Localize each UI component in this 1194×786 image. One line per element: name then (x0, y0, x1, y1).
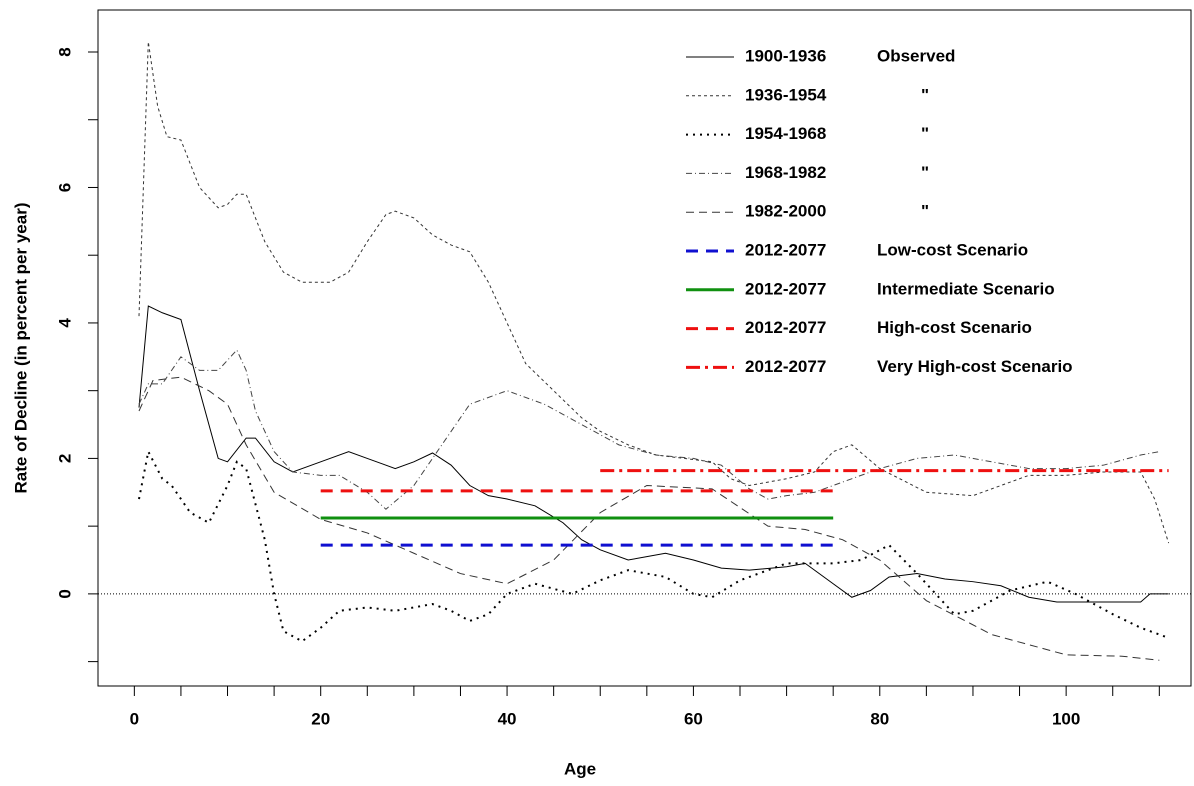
legend-note: Low-cost Scenario (877, 240, 1028, 259)
series-line (138, 448, 1169, 643)
x-tick-label: 40 (498, 709, 517, 728)
legend-note: Observed (877, 46, 955, 65)
series-line (138, 376, 1160, 661)
series-line (138, 349, 1160, 510)
legend-note: High-cost Scenario (877, 318, 1032, 337)
legend-label: 2012-2077 (745, 357, 826, 376)
legend-label: 1936-1954 (745, 85, 827, 104)
y-tick-label: 2 (55, 454, 74, 463)
legend-note: " (921, 163, 929, 182)
x-tick-label: 20 (311, 709, 330, 728)
y-tick-label: 8 (55, 47, 74, 56)
legend-label: 2012-2077 (745, 318, 826, 337)
legend-note: " (921, 85, 929, 104)
legend-note: Very High-cost Scenario (877, 357, 1073, 376)
legend-note: " (921, 202, 929, 221)
y-tick-label: 4 (55, 318, 74, 328)
y-tick-label: 6 (55, 183, 74, 192)
legend-note: " (921, 124, 929, 143)
legend-label: 1900-1936 (745, 46, 826, 65)
legend-label: 1982-2000 (745, 202, 826, 221)
legend-label: 2012-2077 (745, 279, 826, 298)
x-tick-label: 0 (130, 709, 139, 728)
x-tick-label: 80 (870, 709, 889, 728)
legend-label: 1954-1968 (745, 124, 826, 143)
legend-label: 2012-2077 (745, 240, 826, 259)
x-axis-label: Age (564, 759, 596, 778)
plot-frame (97, 9, 1192, 687)
y-axis-label: Rate of Decline (in percent per year) (11, 203, 30, 494)
legend-note: Intermediate Scenario (877, 279, 1055, 298)
y-tick-label: 0 (55, 589, 74, 598)
x-tick-label: 100 (1052, 709, 1080, 728)
x-tick-label: 60 (684, 709, 703, 728)
legend-label: 1968-1982 (745, 163, 826, 182)
